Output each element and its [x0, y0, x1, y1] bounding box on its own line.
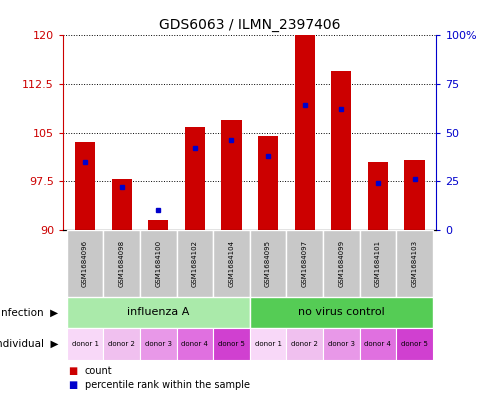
Text: GSM1684101: GSM1684101 — [374, 240, 380, 287]
Text: donor 4: donor 4 — [181, 341, 208, 347]
Bar — [111, 179, 132, 230]
Bar — [359, 328, 395, 360]
Text: donor 5: donor 5 — [400, 341, 427, 347]
Text: influenza A: influenza A — [127, 307, 189, 318]
Text: ■: ■ — [68, 380, 77, 390]
Bar — [322, 230, 359, 297]
Bar — [249, 230, 286, 297]
Text: GSM1684097: GSM1684097 — [301, 240, 307, 287]
Text: GSM1684099: GSM1684099 — [338, 240, 344, 287]
Bar — [103, 328, 140, 360]
Text: GSM1684102: GSM1684102 — [192, 240, 197, 287]
Bar — [176, 328, 213, 360]
Text: GSM1684095: GSM1684095 — [265, 240, 271, 287]
Text: GSM1684098: GSM1684098 — [119, 240, 124, 287]
Bar — [176, 230, 213, 297]
Bar — [257, 136, 278, 230]
Text: GSM1684103: GSM1684103 — [411, 240, 417, 287]
Bar — [67, 230, 103, 297]
Bar — [184, 127, 205, 230]
Bar — [331, 71, 350, 230]
Bar — [322, 328, 359, 360]
Text: GSM1684100: GSM1684100 — [155, 240, 161, 287]
Text: infection  ▶: infection ▶ — [0, 307, 58, 318]
Bar — [213, 328, 249, 360]
Bar — [286, 328, 322, 360]
Bar — [395, 328, 432, 360]
Text: ■: ■ — [68, 366, 77, 376]
Text: individual  ▶: individual ▶ — [0, 339, 58, 349]
Text: GSM1684096: GSM1684096 — [82, 240, 88, 287]
Title: GDS6063 / ILMN_2397406: GDS6063 / ILMN_2397406 — [159, 18, 340, 31]
Text: no virus control: no virus control — [297, 307, 384, 318]
Bar — [221, 119, 241, 230]
Text: donor 1: donor 1 — [71, 341, 98, 347]
Text: GSM1684104: GSM1684104 — [228, 240, 234, 287]
Bar — [140, 230, 176, 297]
Bar — [103, 230, 140, 297]
Bar — [67, 297, 249, 328]
Text: donor 3: donor 3 — [327, 341, 354, 347]
Text: donor 3: donor 3 — [144, 341, 171, 347]
Bar — [367, 162, 387, 230]
Text: count: count — [85, 366, 112, 376]
Bar — [294, 35, 314, 230]
Text: donor 2: donor 2 — [291, 341, 318, 347]
Bar — [395, 230, 432, 297]
Bar — [75, 142, 95, 230]
Text: donor 2: donor 2 — [108, 341, 135, 347]
Bar — [148, 220, 168, 230]
Bar — [67, 328, 103, 360]
Bar — [359, 230, 395, 297]
Text: percentile rank within the sample: percentile rank within the sample — [85, 380, 249, 390]
Bar — [140, 328, 176, 360]
Bar — [249, 297, 432, 328]
Text: donor 1: donor 1 — [254, 341, 281, 347]
Bar — [404, 160, 424, 230]
Text: donor 5: donor 5 — [218, 341, 244, 347]
Bar — [249, 328, 286, 360]
Bar — [213, 230, 249, 297]
Bar — [286, 230, 322, 297]
Text: donor 4: donor 4 — [364, 341, 391, 347]
